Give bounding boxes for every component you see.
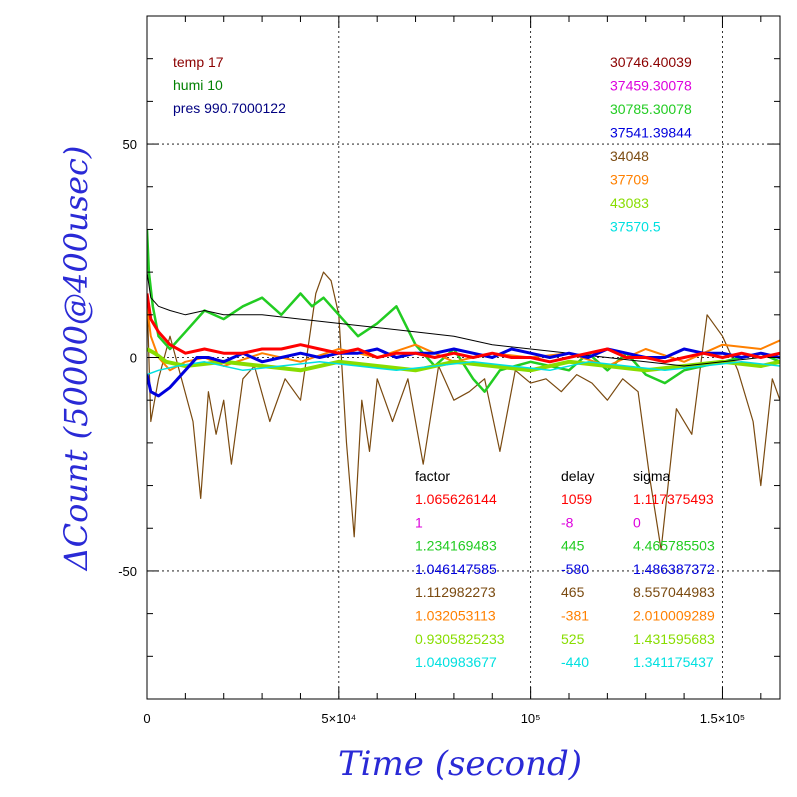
means-panel: 30746.40039 37459.30078 30785.30078 37541.3… bbox=[610, 54, 692, 235]
mean-value: 43083 bbox=[610, 195, 649, 211]
y-axis-title: ΔCount (50000@400usec) bbox=[57, 146, 95, 573]
environment-panel: temp 17 humi 10 pres 990.7000122 bbox=[173, 54, 286, 116]
x-tick-label: 5×10⁴ bbox=[321, 711, 356, 726]
mean-value: 37570.5 bbox=[610, 219, 661, 235]
env-pres: pres 990.7000122 bbox=[173, 100, 286, 116]
param-delay: 465 bbox=[561, 584, 585, 600]
param-factor: 1.234169483 bbox=[415, 538, 497, 554]
param-delay: 1059 bbox=[561, 491, 592, 507]
param-factor: 1.032053113 bbox=[415, 608, 496, 624]
x-tick-label: 1.5×10⁵ bbox=[700, 711, 746, 726]
param-sigma: 1.117375493 bbox=[633, 491, 714, 507]
param-sigma: 0 bbox=[633, 514, 641, 530]
mean-value: 37459.30078 bbox=[610, 78, 692, 94]
param-factor: 1.112982273 bbox=[415, 584, 496, 600]
series-line-7 bbox=[147, 293, 780, 364]
params-rows: 1.065626144 1059 1.117375493 1 -8 0 1.23416948… bbox=[415, 491, 715, 670]
y-tick-label: -50 bbox=[118, 564, 137, 579]
series-layer bbox=[147, 229, 780, 551]
param-factor: 0.9305825233 bbox=[415, 631, 505, 647]
param-delay: 525 bbox=[561, 631, 585, 647]
param-factor: 1.040983677 bbox=[415, 654, 497, 670]
param-factor: 1 bbox=[415, 514, 423, 530]
header-factor: factor bbox=[415, 468, 450, 484]
x-tick-label: 10⁵ bbox=[521, 711, 541, 726]
mean-value: 34048 bbox=[610, 148, 649, 164]
param-factor: 1.065626144 bbox=[415, 491, 497, 507]
y-tick-label: 50 bbox=[123, 137, 137, 152]
param-delay: -381 bbox=[561, 608, 589, 624]
header-delay: delay bbox=[561, 468, 594, 484]
param-sigma: 8.557044983 bbox=[633, 584, 715, 600]
mean-value: 37709 bbox=[610, 172, 649, 188]
param-delay: -8 bbox=[561, 514, 574, 530]
param-factor: 1.046147585 bbox=[415, 561, 497, 577]
mean-value: 30785.30078 bbox=[610, 101, 692, 117]
axis-ticks bbox=[146, 15, 780, 700]
param-sigma: 1.486387372 bbox=[633, 561, 715, 577]
series-line-4 bbox=[147, 361, 780, 376]
y-tick-label: 0 bbox=[130, 351, 137, 366]
env-temp: temp 17 bbox=[173, 54, 224, 70]
series-line-5 bbox=[147, 272, 780, 367]
tick-labels: 0 5×10⁴ 10⁵ 1.5×10⁵ -50 0 50 bbox=[118, 137, 745, 726]
x-axis-title: Time (second) bbox=[338, 744, 582, 784]
mean-value: 30746.40039 bbox=[610, 54, 692, 70]
header-sigma: sigma bbox=[633, 468, 671, 484]
param-sigma: 4.465785503 bbox=[633, 538, 715, 554]
env-humi: humi 10 bbox=[173, 77, 223, 93]
series-line-0 bbox=[147, 271, 780, 551]
param-delay: 445 bbox=[561, 538, 585, 554]
x-tick-label: 0 bbox=[143, 711, 150, 726]
mean-value: 37541.39844 bbox=[610, 125, 692, 141]
param-delay: -580 bbox=[561, 561, 589, 577]
param-sigma: 1.341175437 bbox=[633, 654, 714, 670]
param-sigma: 2.010009289 bbox=[633, 608, 715, 624]
params-panel: factor delay sigma 1.065626144 1059 1.1173… bbox=[415, 468, 715, 670]
param-sigma: 1.431595683 bbox=[633, 631, 715, 647]
series-line-6 bbox=[147, 347, 780, 398]
param-delay: -440 bbox=[561, 654, 589, 670]
